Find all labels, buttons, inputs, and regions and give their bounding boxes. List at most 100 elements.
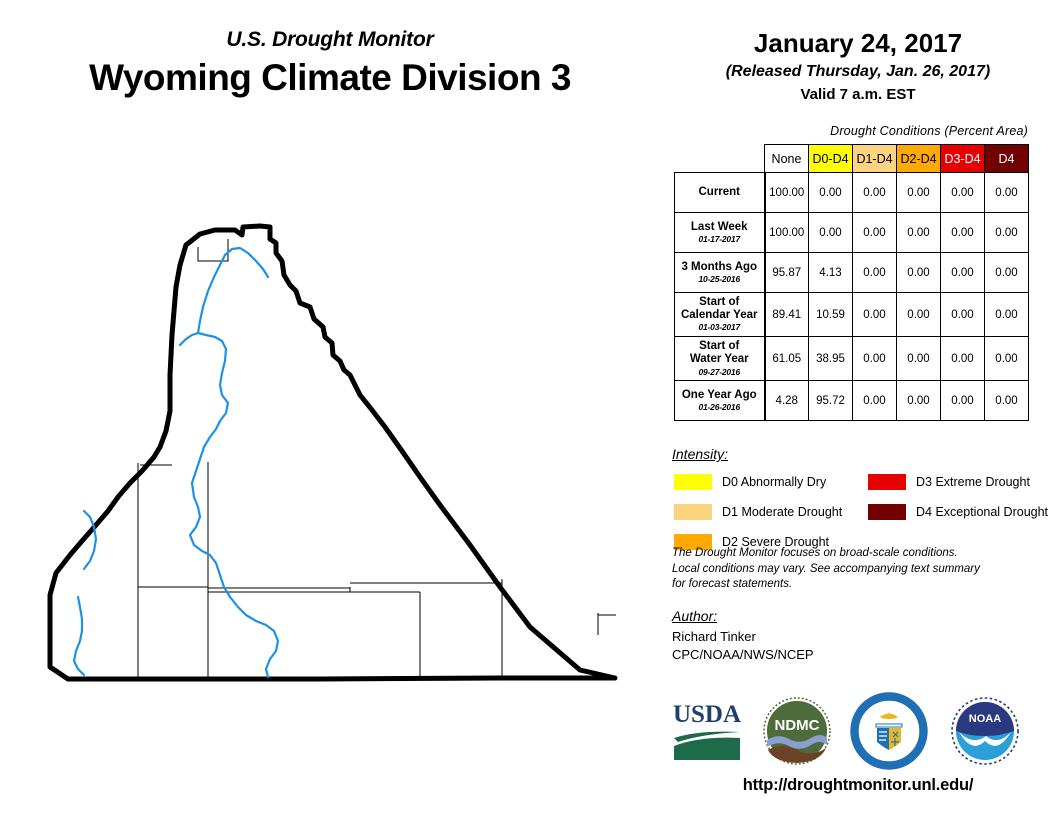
cell-wateryear-d0d4: 38.95	[808, 336, 853, 382]
cell-current-d4: 0.00	[984, 172, 1029, 213]
cell-current-d3d4: 0.00	[940, 172, 985, 213]
row-label-text: 3 Months Ago	[681, 260, 758, 273]
author-block: Author: Richard Tinker CPC/NOAA/NWS/NCEP	[672, 608, 1032, 663]
table-row: Start of Calendar Year 01-03-2017 89.41 …	[674, 291, 1029, 338]
map-region-fill	[50, 226, 615, 679]
table-row: Start of Water Year 09-27-2016 61.05 38.…	[674, 336, 1029, 382]
table-row: 3 Months Ago 10-25-2016 95.87 4.13 0.00 …	[674, 252, 1029, 293]
column-header-d4: D4	[984, 144, 1029, 173]
legend-swatch-d4-icon	[868, 504, 906, 520]
cell-3months-d3d4: 0.00	[940, 252, 985, 293]
cell-3months-none: 95.87	[764, 252, 809, 293]
row-label-last-week: Last Week 01-17-2017	[674, 212, 766, 253]
disclaimer-line-1: The Drought Monitor focuses on broad-sca…	[672, 547, 958, 559]
row-label-3-months-ago: 3 Months Ago 10-25-2016	[674, 252, 766, 293]
row-label-date: 10-25-2016	[698, 273, 741, 284]
cell-oneyear-none: 4.28	[764, 380, 809, 422]
legend-item-d3: D3 Extreme Drought	[868, 469, 1048, 495]
cell-lastweek-d2d4: 0.00	[896, 212, 941, 253]
program-subtitle: U.S. Drought Monitor	[226, 28, 434, 51]
legend-swatch-d1-icon	[674, 504, 712, 520]
usda-logo-icon: USDA	[673, 701, 741, 760]
noaa-logo-icon: NOAA	[951, 697, 1019, 765]
row-label-current: Current	[674, 172, 766, 213]
cell-calyear-d4: 0.00	[984, 291, 1029, 338]
cell-calyear-none: 89.41	[764, 291, 809, 338]
cell-wateryear-d2d4: 0.00	[896, 336, 941, 382]
legend-swatch-d3-icon	[868, 474, 906, 490]
map-county-lines	[137, 239, 616, 679]
drought-conditions-table: None D0-D4 D1-D4 D2-D4 D3-D4 D4 Current …	[674, 144, 1029, 422]
legend-column-left: D0 Abnormally Dry D1 Moderate Drought D2…	[674, 469, 842, 559]
cell-calyear-d3d4: 0.00	[940, 291, 985, 338]
wyoming-division-3-map-svg[interactable]	[20, 215, 650, 705]
website-url[interactable]: http://droughtmonitor.unl.edu/	[742, 776, 974, 794]
table-row: One Year Ago 01-26-2016 4.28 95.72 0.00 …	[674, 380, 1029, 422]
commerce-seal-logo-icon	[850, 692, 928, 770]
column-header-d2-d4: D2-D4	[896, 144, 941, 173]
legend-item-d2: D2 Severe Drought	[674, 529, 842, 555]
intensity-legend: Intensity: D0 Abnormally Dry D1 Moderate…	[672, 446, 1048, 550]
table-header-row: None D0-D4 D1-D4 D2-D4 D3-D4 D4	[675, 144, 1029, 173]
valid-time: Valid 7 a.m. EST	[800, 85, 916, 103]
cell-wateryear-d4: 0.00	[984, 336, 1029, 382]
row-label-start-water-year: Start of Water Year 09-27-2016	[674, 336, 766, 382]
column-header-d3-d4: D3-D4	[940, 144, 985, 173]
legend-label-d1: D1 Moderate Drought	[722, 505, 843, 519]
cell-lastweek-none: 100.00	[764, 212, 809, 253]
table-corner-cell	[675, 145, 765, 173]
cell-3months-d4: 0.00	[984, 252, 1029, 293]
disclaimer-line-2: Local conditions may vary. See accompany…	[672, 562, 980, 575]
map-rivers	[72, 246, 280, 679]
row-label-text: One Year Ago	[681, 388, 757, 401]
cell-oneyear-d1d4: 0.00	[852, 380, 897, 422]
svg-text:NOAA: NOAA	[969, 713, 1001, 725]
row-label-text-line1: Start of	[699, 340, 740, 353]
column-header-none: None	[764, 144, 809, 173]
table-row: Last Week 01-17-2017 100.00 0.00 0.00 0.…	[674, 212, 1029, 253]
drought-map[interactable]	[20, 215, 650, 705]
cell-oneyear-d4: 0.00	[984, 380, 1029, 422]
svg-text:USDA: USDA	[673, 701, 741, 728]
title-block: U.S. Drought Monitor Wyoming Climate Div…	[0, 28, 660, 101]
row-label-date: 01-17-2017	[698, 233, 741, 244]
cell-calyear-d0d4: 10.59	[808, 291, 853, 338]
author-title: Author:	[672, 608, 718, 624]
legend-swatch-d2-icon	[674, 534, 712, 550]
cell-3months-d1d4: 0.00	[852, 252, 897, 293]
cell-calyear-d2d4: 0.00	[896, 291, 941, 338]
cell-current-none: 100.00	[764, 172, 809, 213]
cell-oneyear-d2d4: 0.00	[896, 380, 941, 422]
legend-label-d4: D4 Exceptional Drought	[916, 505, 1049, 519]
column-header-d1-d4: D1-D4	[852, 144, 897, 173]
row-label-date: 09-27-2016	[698, 366, 741, 377]
cell-lastweek-d4: 0.00	[984, 212, 1029, 253]
cell-current-d2d4: 0.00	[896, 172, 941, 213]
cell-wateryear-none: 61.05	[764, 336, 809, 382]
row-label-date: 01-03-2017	[698, 322, 741, 333]
author-name: Richard Tinker	[672, 629, 756, 644]
author-affiliation: CPC/NOAA/NWS/NCEP	[672, 646, 814, 662]
intensity-legend-title: Intensity:	[672, 446, 729, 462]
column-header-d0-d4: D0-D4	[808, 144, 853, 173]
ndmc-logo-icon: NDMC	[763, 697, 831, 765]
table-caption: Drought Conditions (Percent Area)	[830, 124, 1028, 138]
cell-lastweek-d1d4: 0.00	[852, 212, 897, 253]
legend-item-d0: D0 Abnormally Dry	[674, 469, 842, 495]
map-outer-boundary	[47, 223, 618, 682]
legend-item-d4: D4 Exceptional Drought	[868, 499, 1048, 525]
release-date: (Released Thursday, Jan. 26, 2017)	[725, 63, 991, 81]
row-label-text: Current	[698, 185, 741, 198]
cell-current-d0d4: 0.00	[808, 172, 853, 213]
row-label-text: Last Week	[690, 220, 748, 233]
legend-column-right: D3 Extreme Drought D4 Exceptional Drough…	[868, 469, 1048, 529]
disclaimer-text: The Drought Monitor focuses on broad-sca…	[672, 546, 1032, 593]
legend-label-d3: D3 Extreme Drought	[916, 475, 1030, 489]
commerce-seal-logo	[850, 692, 928, 770]
legend-item-d1: D1 Moderate Drought	[674, 499, 842, 525]
legend-swatch-d0-icon	[674, 474, 712, 490]
cell-oneyear-d0d4: 95.72	[808, 380, 853, 422]
page-title: Wyoming Climate Division 3	[89, 57, 571, 99]
ndmc-logo: NDMC	[758, 692, 836, 770]
row-label-text-line2: Water Year	[689, 353, 749, 366]
